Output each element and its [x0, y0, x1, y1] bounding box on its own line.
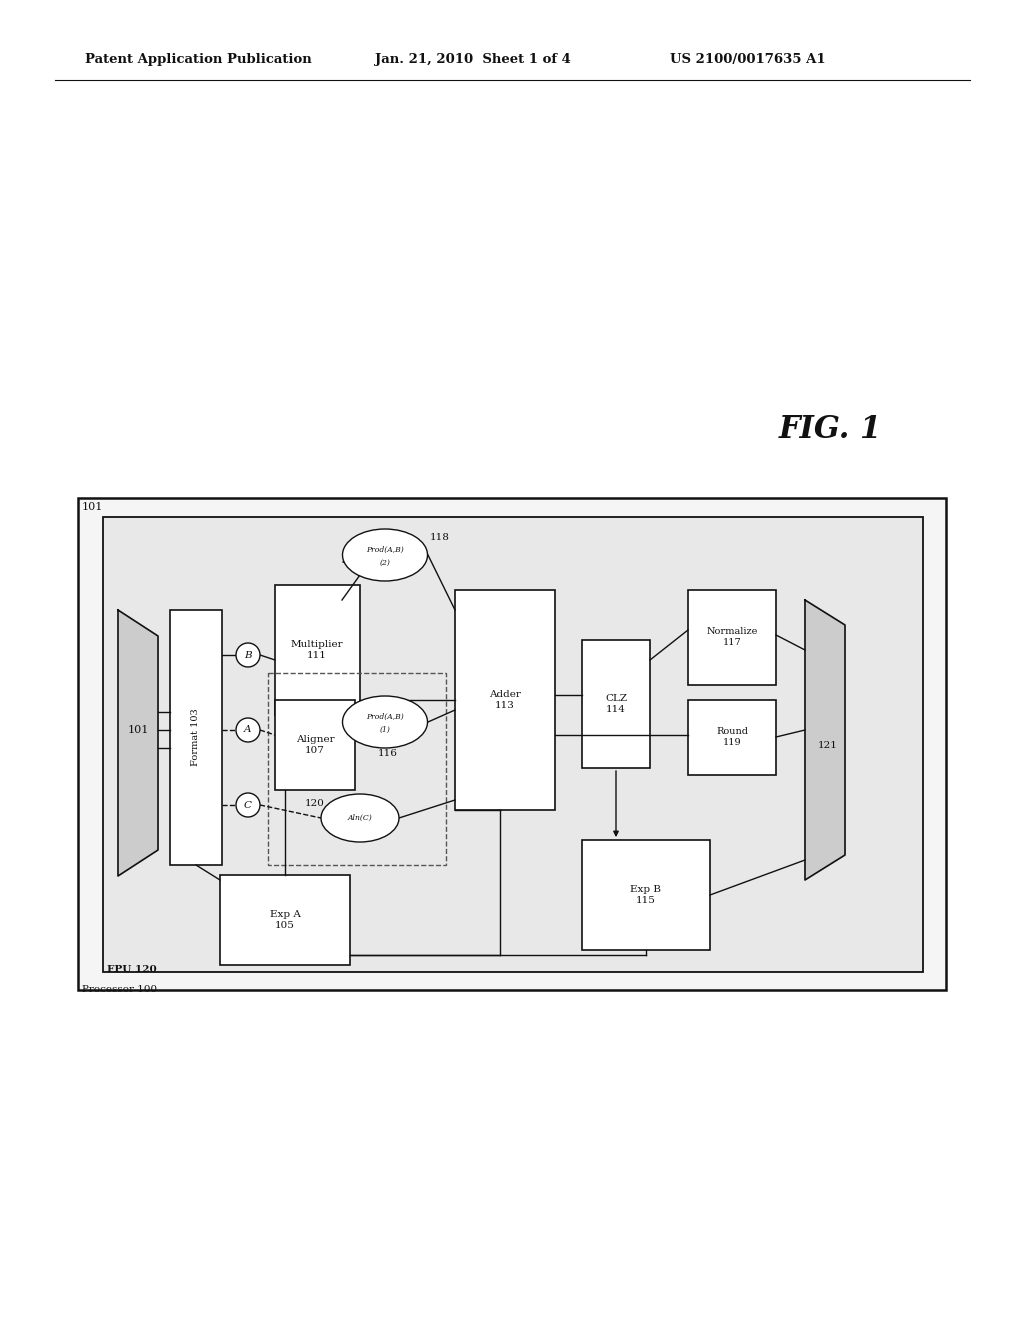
Text: FIG. 1: FIG. 1: [778, 414, 882, 446]
Bar: [103, 517, 923, 972]
Circle shape: [236, 793, 260, 817]
Ellipse shape: [321, 795, 399, 842]
Text: (2): (2): [380, 558, 390, 568]
Bar: [275, 700, 355, 789]
Text: Multiplier
111: Multiplier 111: [291, 640, 343, 660]
Text: 118: 118: [430, 533, 450, 543]
Polygon shape: [805, 601, 845, 880]
Text: Prod(A,B): Prod(A,B): [367, 546, 403, 554]
Ellipse shape: [342, 529, 427, 581]
Text: (1): (1): [380, 726, 390, 734]
Bar: [688, 700, 776, 775]
Circle shape: [236, 718, 260, 742]
Text: Aligner
107: Aligner 107: [296, 735, 334, 755]
Text: Exp A
105: Exp A 105: [269, 911, 300, 929]
Text: 121: 121: [818, 741, 838, 750]
Bar: [688, 590, 776, 685]
Circle shape: [236, 643, 260, 667]
Text: 101: 101: [127, 725, 148, 735]
Text: C: C: [244, 800, 252, 809]
Text: Processor 100: Processor 100: [82, 985, 157, 994]
Text: Adder
113: Adder 113: [489, 690, 521, 710]
Bar: [582, 840, 710, 950]
Polygon shape: [118, 610, 158, 876]
Bar: [268, 673, 446, 865]
Text: 101: 101: [82, 502, 103, 512]
Text: Format 103: Format 103: [191, 708, 201, 766]
Text: FPU 120: FPU 120: [106, 965, 157, 974]
Bar: [78, 498, 946, 990]
Bar: [220, 875, 350, 965]
Text: CLZ
114: CLZ 114: [605, 694, 627, 714]
Text: Round
119: Round 119: [716, 727, 748, 747]
Text: A: A: [245, 726, 252, 734]
Bar: [170, 610, 222, 865]
Text: US 2100/0017635 A1: US 2100/0017635 A1: [670, 54, 825, 66]
Text: Exp B
115: Exp B 115: [631, 886, 662, 904]
Bar: [455, 590, 555, 810]
Text: Jan. 21, 2010  Sheet 1 of 4: Jan. 21, 2010 Sheet 1 of 4: [375, 54, 570, 66]
Text: Normalize
117: Normalize 117: [707, 627, 758, 647]
Ellipse shape: [342, 696, 427, 748]
Text: Aln(C): Aln(C): [347, 814, 373, 822]
Text: 116: 116: [378, 750, 398, 759]
Bar: [582, 640, 650, 768]
Text: B: B: [244, 651, 252, 660]
Text: Prod(A,B): Prod(A,B): [367, 713, 403, 721]
Text: 120: 120: [305, 799, 325, 808]
Bar: [275, 585, 360, 715]
Text: Patent Application Publication: Patent Application Publication: [85, 54, 311, 66]
